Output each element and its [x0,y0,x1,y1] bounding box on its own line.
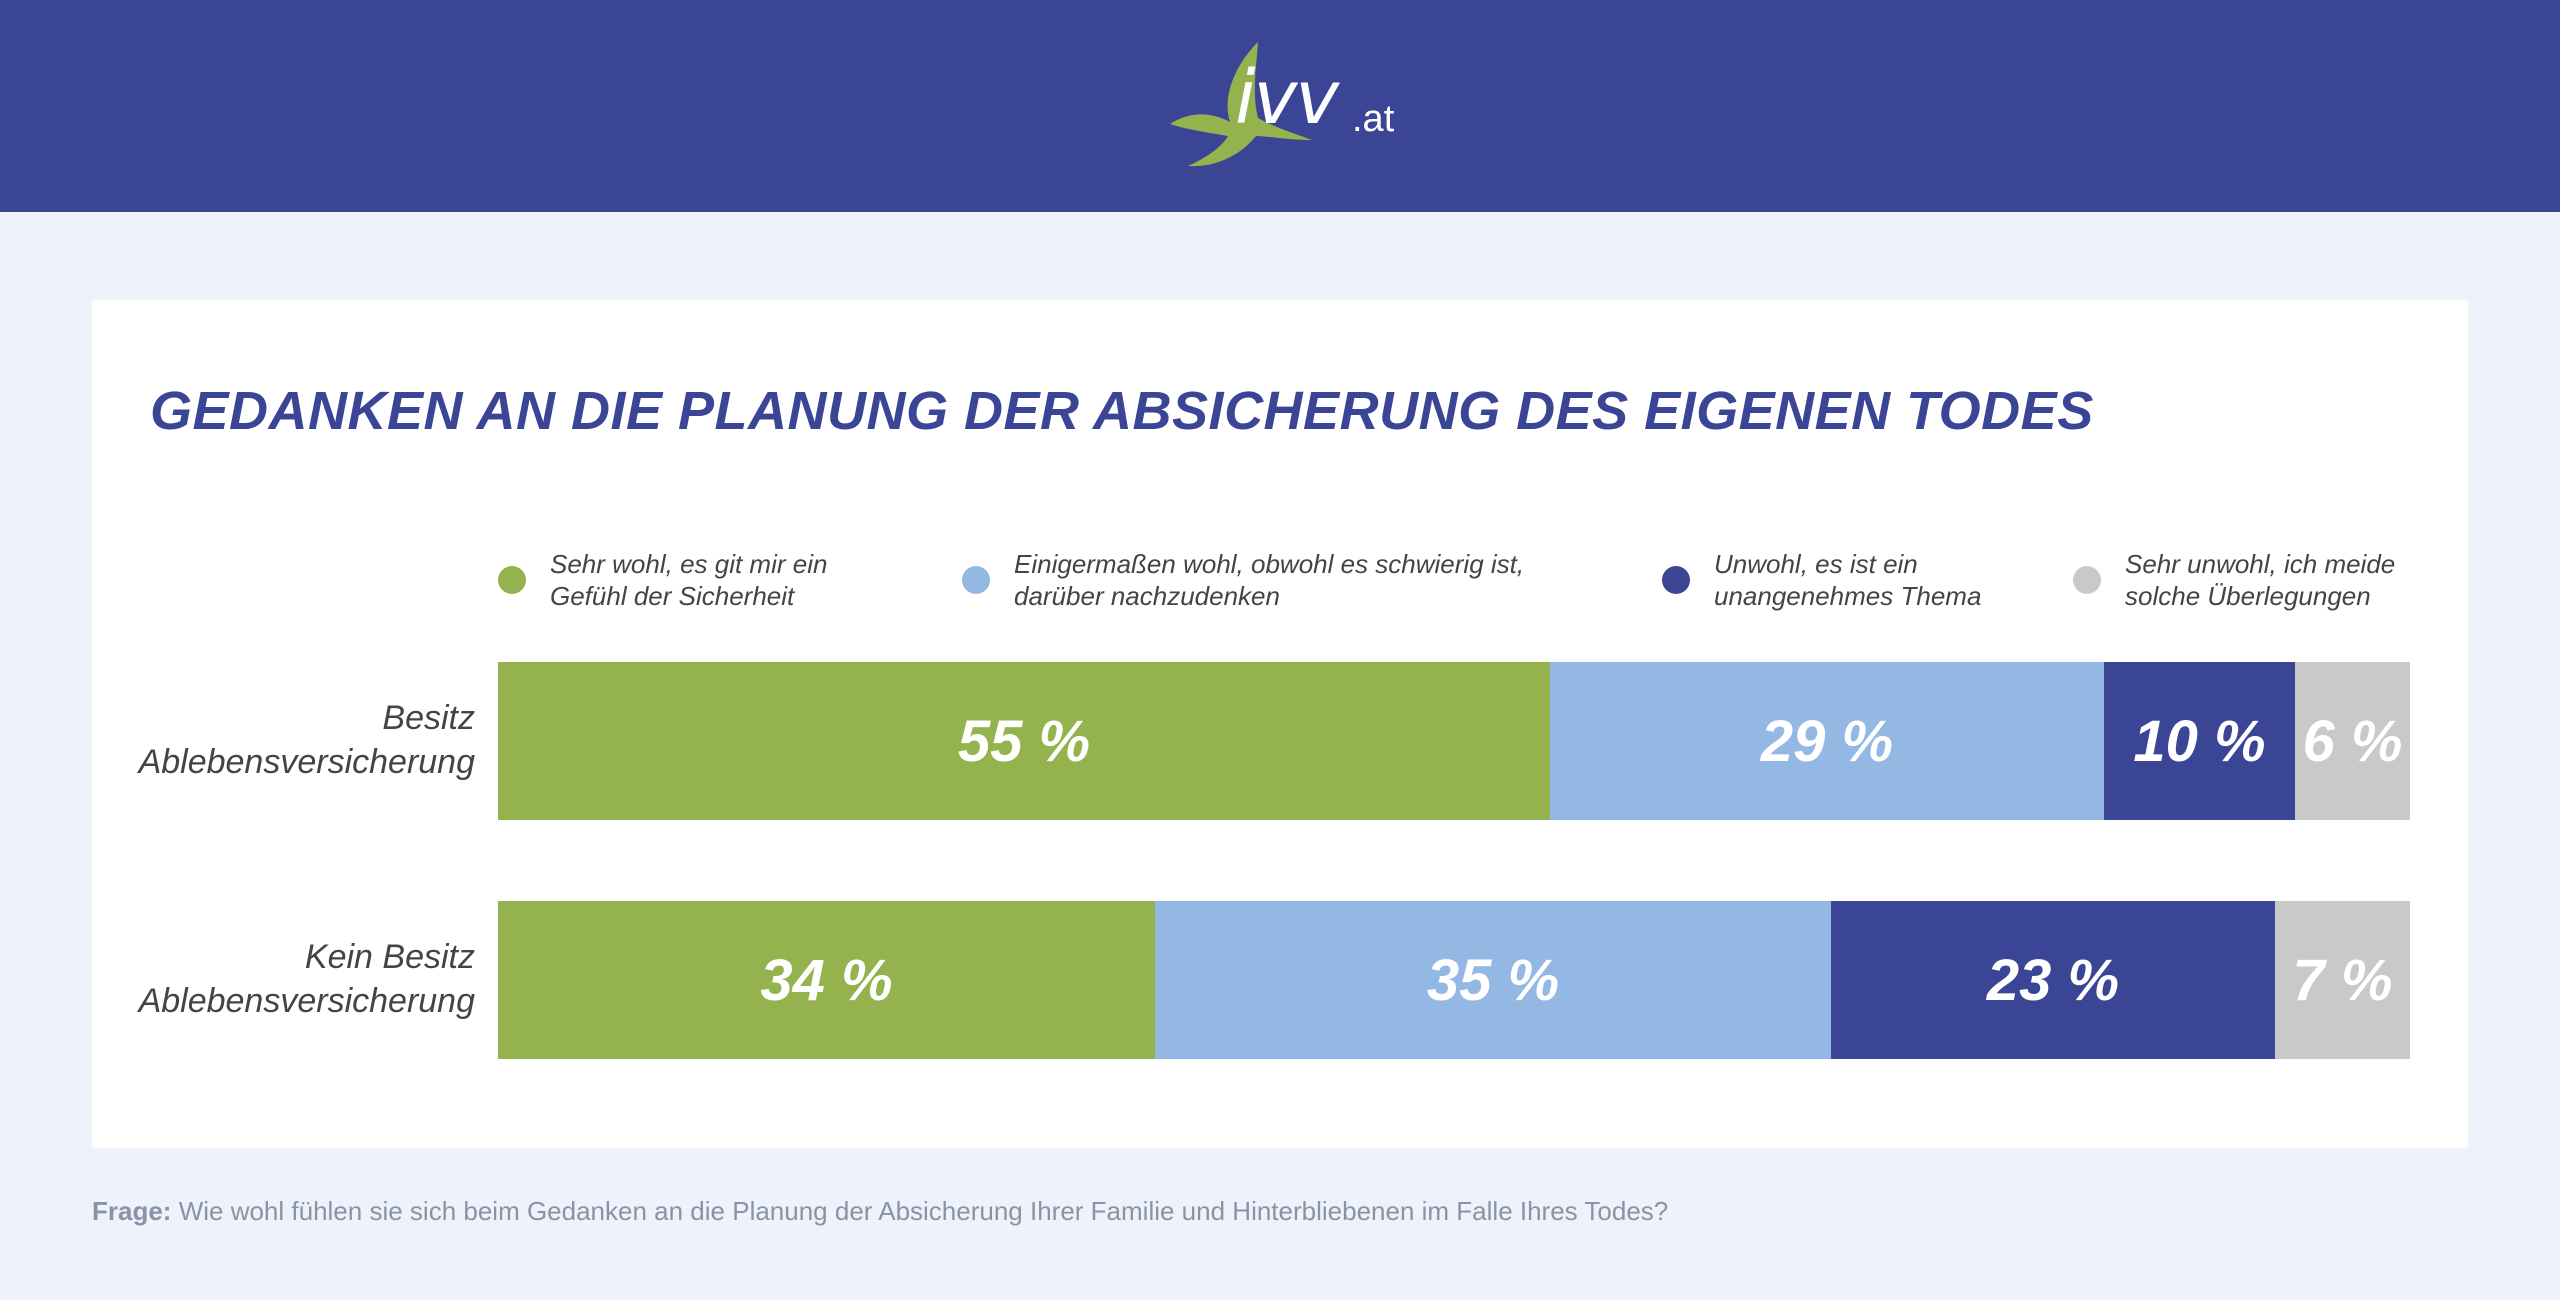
data-label: 29 % [1760,708,1894,774]
legend-label: Sehr wohl, es git mir ein Gefühl der Sic… [550,549,828,611]
bar-segment: 10 % [2104,662,2295,820]
legend-label: Unwohl, es ist ein unangenehmes Thema [1714,549,1982,611]
legend-swatch [1662,566,1690,594]
logo-domain: .at [1352,98,1395,140]
data-label: 34 % [760,947,893,1013]
logo-wordmark: ivv [1235,55,1339,141]
chart-title: GEDANKEN AN DIE PLANUNG DER ABSICHERUNG … [150,381,2094,441]
footnote: Frage: Wie wohl fühlen sie sich beim Ged… [92,1196,1668,1227]
data-label: 10 % [2133,708,2266,774]
data-label: 35 % [1426,947,1560,1013]
legend-item: Sehr wohl, es git mir ein Gefühl der Sic… [498,548,827,612]
legend-item: Unwohl, es ist ein unangenehmes Thema [1662,548,1981,612]
stacked-bar: 55 % 29 % 10 % 6 % [498,662,2410,820]
bar-segment: 34 % [498,901,1155,1059]
legend-swatch [2073,566,2101,594]
legend-swatch [962,566,990,594]
row-label: Besitz Ablebensversicherung [138,699,475,781]
legend-item: Sehr unwohl, ich meide solche Überlegung… [2073,548,2395,612]
bar-segment: 6 % [2295,662,2410,820]
bird-logo-icon [1170,42,1312,167]
bar-segment: 35 % [1155,901,1831,1059]
bar-segment: 55 % [498,662,1550,820]
data-label: 6 % [2302,708,2403,774]
stacked-bar: 34 % 35 % 23 % 7 % [498,901,2410,1059]
data-label: 55 % [957,708,1091,774]
bar-segment: 7 % [2275,901,2410,1059]
legend-label: Sehr unwohl, ich meide solche Überlegung… [2125,549,2396,611]
bar-segment: 23 % [1831,901,2275,1059]
legend-label: Einigermaßen wohl, obwohl es schwierig i… [1014,549,1525,611]
bar-segment: 29 % [1550,662,2104,820]
legend-item: Einigermaßen wohl, obwohl es schwierig i… [962,548,1524,612]
data-label: 23 % [1986,947,2120,1013]
data-label: 7 % [2292,947,2393,1013]
legend-swatch [498,566,526,594]
footnote-text: Wie wohl fühlen sie sich beim Gedanken a… [171,1196,1669,1226]
row-label: Kein Besitz Ablebensversicherung [138,938,475,1020]
footnote-label: Frage: [92,1196,172,1226]
header-bar [0,0,2560,212]
